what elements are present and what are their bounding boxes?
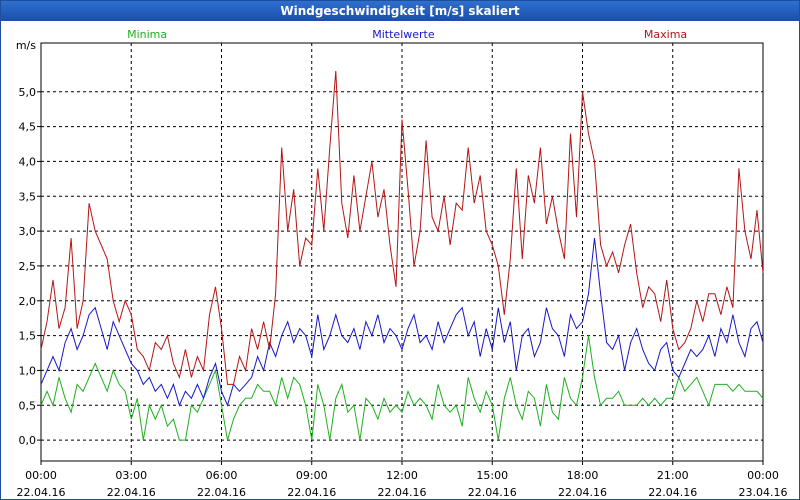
legend: Minima Mittelwerte Maxima [127,28,687,41]
x-tick-time: 21:00 [657,469,689,482]
x-tick-date: 22.04.16 [17,486,66,499]
wind-speed-chart: 0,0 0,5 1,0 1,5 2,0 2,5 3,0 3,5 4,0 4,5 5,0 m/s 00:… [16,28,788,499]
x-tick-time: 09:00 [296,469,328,482]
x-tick-date: 22.04.16 [287,486,336,499]
legend-item-mittelwerte: Mittelwerte [372,28,435,41]
x-tick-date: 23.04.16 [739,486,788,499]
y-tick-label: 4,5 [19,121,37,134]
y-tick-label: 0,0 [19,434,37,447]
x-tick-date: 22.04.16 [468,486,517,499]
x-tick-time: 18:00 [567,469,599,482]
x-tick-time: 06:00 [206,469,238,482]
x-tick-time: 12:00 [386,469,418,482]
y-tick-label: 1,5 [19,330,37,343]
y-tick-label: 4,0 [19,155,37,168]
y-tick-label: 0,5 [19,399,37,412]
y-tick-label: 2,5 [19,260,37,273]
x-tick-date: 22.04.16 [197,486,246,499]
y-tick-label: 5,0 [19,86,37,99]
y-tick-label: 3,5 [19,190,37,203]
x-tick-date: 22.04.16 [648,486,697,499]
x-tick-date: 22.04.16 [378,486,427,499]
series-lines [40,70,764,441]
x-axis: 00:00 22.04.16 03:00 22.04.16 06:00 22.04.16 0… [17,461,788,499]
series-line-minima [40,335,764,441]
y-tick-label: 1,0 [19,364,37,377]
x-tick-time: 00:00 [25,469,57,482]
chart-title: Windgeschwindigkeit [m/s] skaliert [1,1,799,21]
y-axis-label: m/s [16,39,36,52]
x-tick-time: 00:00 [747,469,779,482]
y-tick-label: 2,0 [19,295,37,308]
y-tick-label: 3,0 [19,225,37,238]
y-axis: 0,0 0,5 1,0 1,5 2,0 2,5 3,0 3,5 4,0 4,5 5,0 m/s [16,39,41,447]
x-tick-time: 15:00 [476,469,508,482]
series-line-mittelwerte [40,238,764,407]
x-tick-time: 03:00 [115,469,147,482]
x-tick-date: 22.04.16 [107,486,156,499]
legend-item-minima: Minima [127,28,167,41]
series-line-maxima [40,70,764,385]
x-tick-date: 22.04.16 [558,486,607,499]
legend-item-maxima: Maxima [644,28,687,41]
